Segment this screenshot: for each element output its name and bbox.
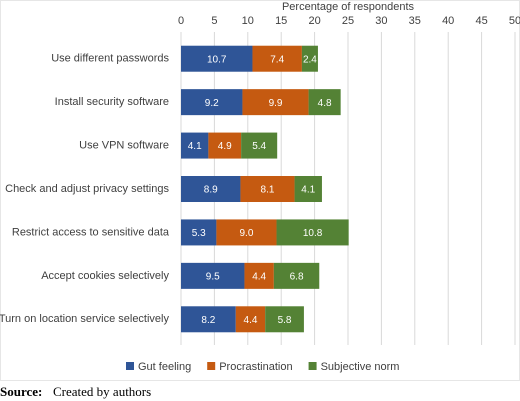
value-label: 4.4 bbox=[244, 315, 258, 326]
bar-segment bbox=[242, 89, 309, 116]
y-tick-label: Use VPN software bbox=[79, 139, 169, 151]
x-tick-label: 30 bbox=[375, 15, 387, 27]
x-tick-label: 10 bbox=[242, 15, 254, 27]
bar-segment bbox=[273, 262, 320, 289]
value-label: 2.4 bbox=[303, 54, 317, 65]
bar-segment bbox=[181, 306, 236, 333]
bar-segment bbox=[181, 176, 241, 202]
source-text: Created by authors bbox=[53, 384, 151, 399]
value-label: 9.5 bbox=[206, 271, 220, 282]
bar-segment bbox=[181, 262, 245, 289]
value-label: 10.8 bbox=[303, 228, 323, 239]
bar-segment bbox=[216, 219, 277, 246]
value-label: 5.3 bbox=[192, 228, 206, 239]
y-tick-label: Check and adjust privacy settings bbox=[5, 183, 169, 195]
bar-segment bbox=[235, 306, 266, 333]
bar-segment bbox=[241, 132, 278, 159]
legend-swatch bbox=[207, 362, 216, 370]
bar-segment bbox=[244, 262, 274, 289]
x-tick-label: 50 bbox=[509, 15, 520, 27]
value-label: 4.4 bbox=[252, 271, 266, 282]
y-tick-label: Turn on location service selectively bbox=[0, 313, 169, 325]
value-label: 5.8 bbox=[278, 315, 292, 326]
legend-swatch bbox=[126, 362, 134, 370]
bar-segment bbox=[276, 219, 349, 246]
bar-segment bbox=[240, 176, 295, 202]
y-tick-label: Accept cookies selectively bbox=[41, 270, 169, 282]
value-label: 9.9 bbox=[269, 98, 283, 109]
legend-label: Procrastination bbox=[219, 361, 292, 373]
y-tick-label: Install security software bbox=[55, 96, 169, 108]
bar-segment bbox=[181, 132, 209, 159]
x-tick-label: 15 bbox=[275, 15, 287, 27]
y-tick-label: Restrict access to sensitive data bbox=[12, 226, 170, 238]
x-tick-label: 5 bbox=[211, 15, 217, 27]
value-label: 8.9 bbox=[204, 185, 218, 196]
value-label: 4.8 bbox=[318, 98, 332, 109]
bar-segment bbox=[181, 219, 217, 246]
value-label: 5.4 bbox=[252, 141, 266, 152]
value-label: 9.0 bbox=[240, 228, 254, 239]
x-tick-label: 45 bbox=[475, 15, 487, 27]
legend-label: Gut feeling bbox=[138, 361, 191, 373]
value-label: 10.7 bbox=[207, 54, 227, 65]
y-tick-label: Use different passwords bbox=[51, 53, 169, 65]
bar-segment bbox=[181, 89, 243, 116]
bar-segment bbox=[265, 306, 304, 333]
value-label: 4.1 bbox=[188, 141, 202, 152]
value-label: 8.2 bbox=[201, 315, 215, 326]
bar-segment bbox=[301, 45, 318, 72]
value-label: 9.2 bbox=[205, 98, 219, 109]
bar-segment bbox=[294, 176, 322, 202]
bar-segment bbox=[252, 45, 302, 72]
x-tick-label: 25 bbox=[342, 15, 354, 27]
x-tick-label: 35 bbox=[409, 15, 421, 27]
value-label: 4.1 bbox=[301, 185, 315, 196]
x-axis-title: Percentage of respondents bbox=[282, 1, 415, 13]
bar-segment bbox=[308, 89, 341, 116]
x-tick-label: 40 bbox=[442, 15, 454, 27]
value-label: 7.4 bbox=[270, 54, 284, 65]
legend-label: Subjective norm bbox=[321, 361, 400, 373]
x-tick-label: 20 bbox=[308, 15, 320, 27]
source-label: Source: bbox=[0, 384, 42, 399]
legend-swatch bbox=[308, 362, 317, 370]
value-label: 6.8 bbox=[290, 271, 304, 282]
bar-segment bbox=[208, 132, 242, 159]
x-tick-label: 0 bbox=[178, 15, 184, 27]
value-label: 8.1 bbox=[261, 185, 275, 196]
value-label: 4.9 bbox=[218, 141, 232, 152]
bar-segment bbox=[181, 45, 253, 72]
